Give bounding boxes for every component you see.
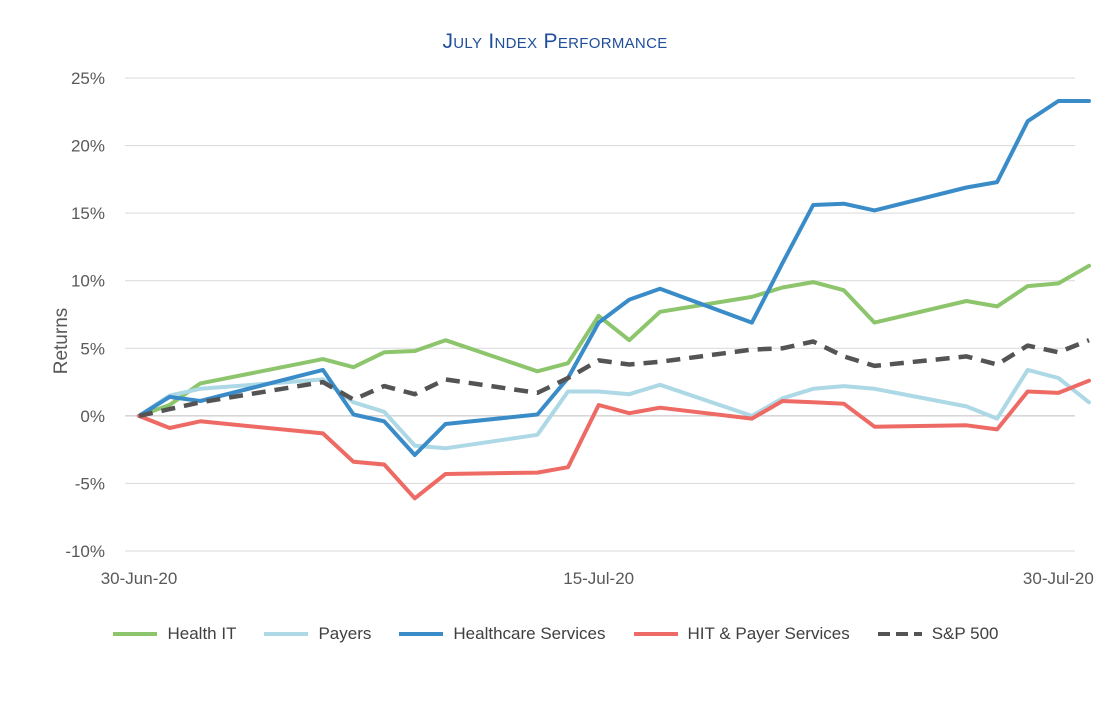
- y-tick-label: 10%: [71, 272, 105, 291]
- legend-label: HIT & Payer Services: [687, 624, 850, 643]
- legend-swatch: [264, 632, 309, 636]
- y-tick-label: 15%: [71, 204, 105, 223]
- x-tick-label: 30-Jul-20: [1023, 569, 1094, 588]
- legend-swatch: [633, 632, 678, 636]
- y-tick-label: 25%: [71, 69, 105, 88]
- x-tick-label: 15-Jul-20: [563, 569, 634, 588]
- y-tick-label: 0%: [80, 407, 105, 426]
- chart-legend: Health IT Payers Healthcare Services HIT & …: [0, 624, 1110, 644]
- legend-swatch: [113, 632, 158, 636]
- series-line-s-p-500: [138, 338, 1090, 419]
- series-line-healthcare-services: [137, 99, 1091, 457]
- y-tick-label: 5%: [80, 339, 105, 358]
- x-tick-label: 30-Jun-20: [101, 569, 178, 588]
- chart-title: July Index Performance: [442, 30, 668, 53]
- legend-swatch: [877, 632, 922, 636]
- series-line-hit-payer-services: [137, 378, 1091, 501]
- legend-label: Health IT: [167, 624, 237, 643]
- legend-item: Payers: [262, 624, 371, 644]
- legend-item: Healthcare Services: [397, 624, 606, 644]
- y-tick-label: -10%: [65, 542, 105, 561]
- legend-label: Payers: [318, 624, 372, 643]
- legend-item: HIT & Payer Services: [632, 624, 850, 644]
- legend-label: Healthcare Services: [453, 624, 606, 643]
- legend-label: S&P 500: [931, 624, 999, 643]
- series-line-health-it: [137, 263, 1091, 418]
- y-tick-label: 20%: [71, 137, 105, 156]
- legend-swatch: [399, 632, 444, 636]
- y-tick-label: -5%: [75, 474, 105, 493]
- legend-item: Health IT: [111, 624, 236, 644]
- legend-item: S&P 500: [876, 624, 999, 644]
